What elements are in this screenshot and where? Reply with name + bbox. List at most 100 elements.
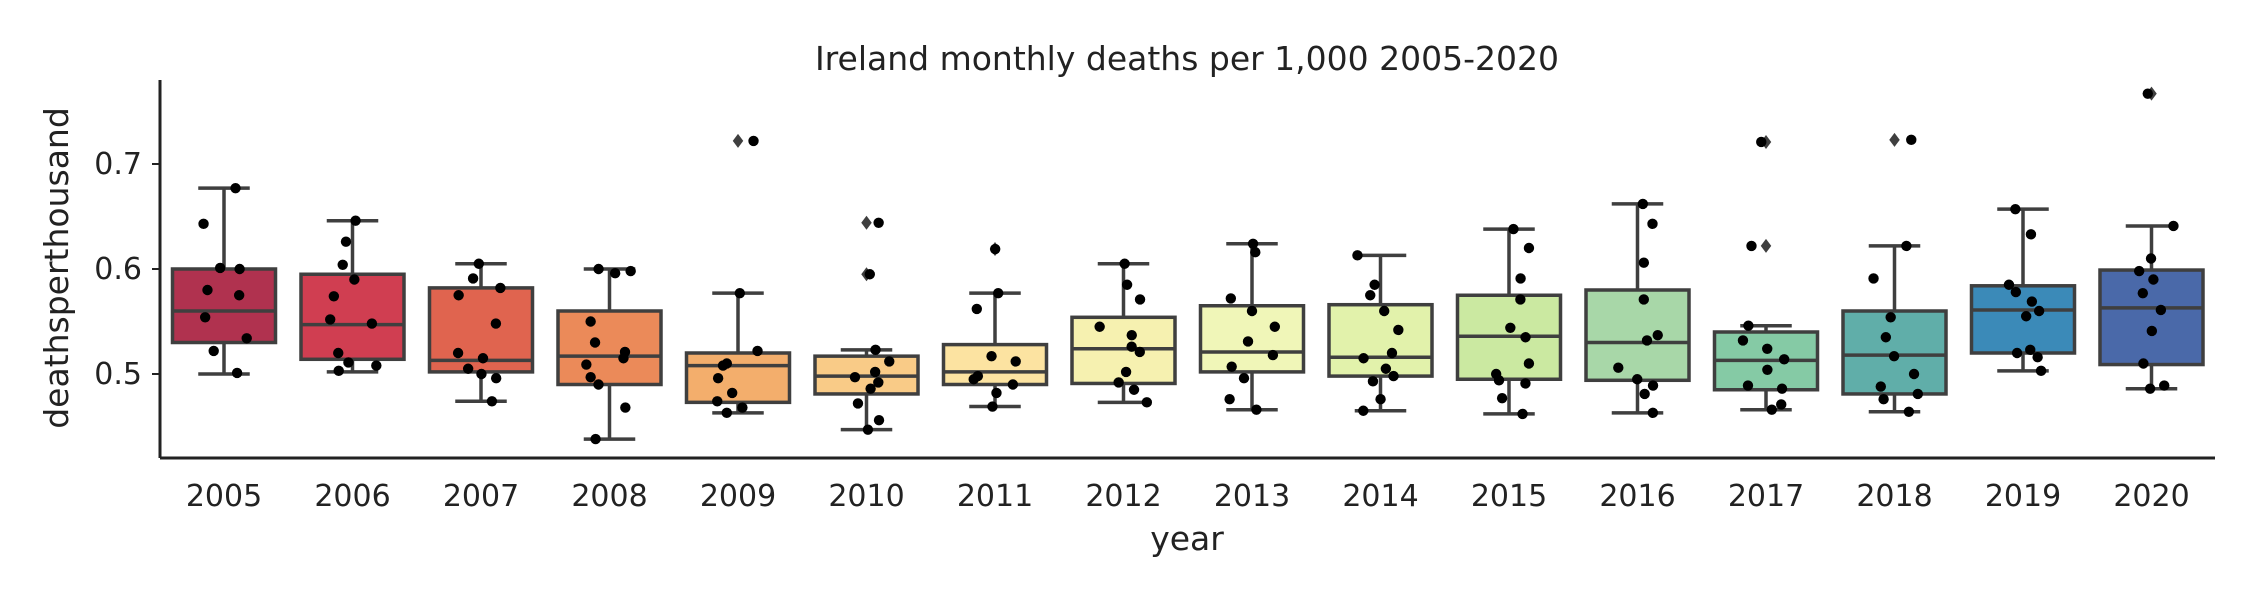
data-point <box>214 262 226 274</box>
box-2009 <box>684 351 792 405</box>
box-2011 <box>941 342 1049 387</box>
y-tick-label: 0.7 <box>94 147 142 182</box>
data-point <box>1119 258 1130 269</box>
data-point <box>1515 294 1526 305</box>
data-point <box>1128 384 1140 395</box>
data-point <box>452 347 464 359</box>
x-tick-label: 2015 <box>1471 479 1547 514</box>
data-point <box>490 318 502 329</box>
data-point <box>199 312 211 323</box>
data-point <box>231 367 243 379</box>
data-point <box>333 365 344 377</box>
data-point <box>992 287 1004 299</box>
data-point <box>1250 247 1261 258</box>
data-point <box>1638 294 1649 305</box>
data-point <box>2138 358 2149 369</box>
data-point <box>1508 223 1519 235</box>
data-point <box>1901 240 1912 252</box>
data-point <box>477 353 489 364</box>
data-point <box>1379 305 1390 317</box>
data-point <box>1639 388 1650 400</box>
data-point <box>234 263 245 275</box>
box-group-2017 <box>1712 134 1820 412</box>
data-point <box>1756 136 1767 148</box>
box-group-2013 <box>1198 242 1306 412</box>
data-point <box>2145 253 2157 264</box>
data-point <box>717 360 729 371</box>
box-2005 <box>170 267 278 345</box>
data-point <box>241 333 252 344</box>
data-point <box>1766 404 1778 415</box>
data-point <box>2155 304 2167 316</box>
x-tick-label: 2016 <box>1599 479 1675 514</box>
data-point <box>1388 370 1399 382</box>
data-point <box>1632 374 1643 385</box>
flier-marker <box>861 215 872 230</box>
data-point <box>1121 279 1133 290</box>
data-point <box>343 357 354 368</box>
data-point <box>1520 332 1531 343</box>
x-tick-label: 2017 <box>1728 479 1804 514</box>
data-point <box>328 291 340 302</box>
data-point <box>1908 368 1920 380</box>
data-point <box>1369 279 1380 290</box>
data-point <box>490 373 502 384</box>
data-point <box>202 284 213 296</box>
data-point <box>1224 394 1235 405</box>
box-group-2006 <box>299 218 406 374</box>
data-point <box>2026 296 2038 307</box>
data-point <box>198 218 209 230</box>
data-point <box>1885 312 1896 323</box>
data-point <box>987 401 998 412</box>
data-point <box>737 402 748 413</box>
data-point <box>1134 346 1145 358</box>
data-point <box>1393 324 1404 336</box>
data-point <box>1742 380 1754 391</box>
data-point <box>208 345 219 357</box>
box-2020 <box>2098 268 2205 367</box>
data-point <box>748 135 759 147</box>
data-point <box>230 182 241 194</box>
data-point <box>495 282 506 294</box>
data-point <box>1120 366 1132 378</box>
data-point <box>2144 383 2156 394</box>
data-point <box>486 396 498 407</box>
data-point <box>1493 375 1505 386</box>
data-point <box>1496 392 1508 404</box>
data-point <box>467 273 479 284</box>
data-point <box>864 269 876 280</box>
x-tick-label: 2018 <box>1856 479 1932 514</box>
data-point <box>1647 407 1659 419</box>
data-point <box>1906 134 1917 146</box>
data-point <box>1776 383 1788 394</box>
data-point <box>1878 394 1889 405</box>
x-tick-label: 2013 <box>1214 479 1290 514</box>
data-point <box>1912 388 1924 400</box>
data-point <box>1238 373 1250 384</box>
data-point <box>371 360 382 371</box>
data-point <box>1641 335 1653 346</box>
data-point <box>349 274 360 285</box>
box-2014 <box>1327 302 1434 378</box>
data-point <box>1365 290 1376 301</box>
data-point <box>2011 347 2023 359</box>
box-group-2009 <box>684 133 792 415</box>
y-tick-label: 0.6 <box>94 252 142 287</box>
data-point <box>986 350 997 362</box>
data-point <box>865 383 876 394</box>
data-point <box>581 359 592 370</box>
data-point <box>1762 364 1773 375</box>
data-point <box>971 303 983 315</box>
data-point <box>473 258 485 269</box>
data-point <box>462 363 474 374</box>
data-point <box>1367 376 1379 387</box>
data-point <box>476 368 487 380</box>
data-point <box>1647 380 1659 391</box>
chart-title: Ireland monthly deaths per 1,000 2005-20… <box>815 39 1559 78</box>
data-point <box>873 377 884 388</box>
data-point <box>1386 347 1398 359</box>
x-tick-label: 2020 <box>2113 479 2189 514</box>
data-point <box>1517 408 1528 420</box>
data-point <box>1126 329 1137 341</box>
plot-area <box>170 86 2205 445</box>
